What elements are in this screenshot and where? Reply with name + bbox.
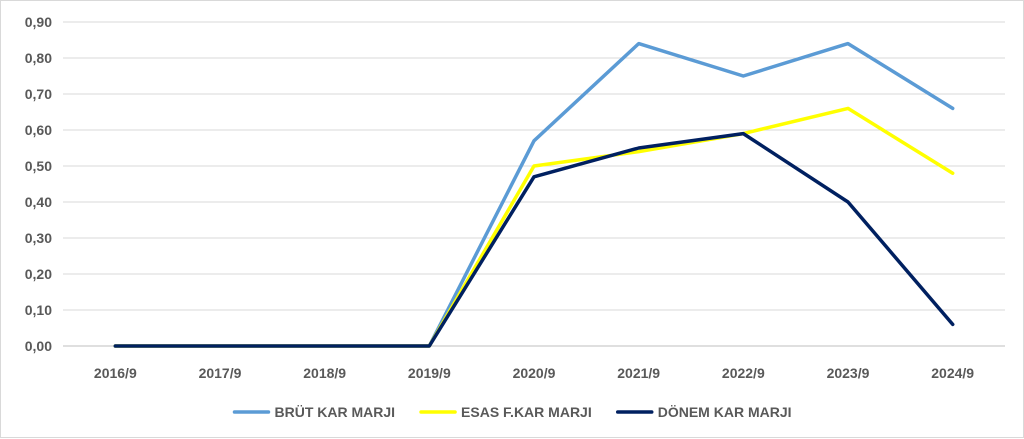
x-axis-tick-labels: 2016/9 2017/9 2018/9 2019/9 2020/9 2021/9 2022… (94, 365, 974, 381)
gridlines (63, 21, 1005, 347)
legend-label: ESAS F.KAR MARJI (461, 404, 592, 420)
legend-label: DÖNEM KAR MARJI (658, 404, 792, 420)
y-tick-label: 0,10 (25, 302, 52, 318)
y-tick-label: 0,30 (25, 230, 52, 246)
y-tick-label: 0,20 (25, 266, 52, 282)
x-tick-label: 2023/9 (827, 365, 870, 381)
series-line-1 (113, 41, 955, 348)
y-tick-label: 0,80 (25, 50, 52, 66)
x-tick-label: 2016/9 (94, 365, 137, 381)
x-tick-label: 2019/9 (408, 365, 451, 381)
series-line-3 (113, 131, 955, 348)
x-tick-label: 2017/9 (199, 365, 242, 381)
legend: BRÜT KAR MARJI ESAS F.KAR MARJI DÖNEM KAR … (232, 404, 792, 420)
y-tick-label: 0,60 (25, 122, 52, 138)
y-tick-label: 0,70 (25, 86, 52, 102)
y-axis-tick-labels: 0,00 0,10 0,20 0,30 0,40 0,50 0,60 0,70 0,80 0,90 (25, 14, 52, 354)
y-tick-label: 0,50 (25, 158, 52, 174)
x-tick-label: 2021/9 (617, 365, 660, 381)
x-tick-label: 2018/9 (303, 365, 346, 381)
series-lines (113, 41, 955, 348)
legend-label: BRÜT KAR MARJI (274, 404, 395, 420)
x-tick-label: 2020/9 (513, 365, 556, 381)
y-tick-label: 0,00 (25, 338, 52, 354)
y-tick-label: 0,40 (25, 194, 52, 210)
y-tick-label: 0,90 (25, 14, 52, 30)
x-tick-label: 2022/9 (722, 365, 765, 381)
x-tick-label: 2024/9 (931, 365, 974, 381)
